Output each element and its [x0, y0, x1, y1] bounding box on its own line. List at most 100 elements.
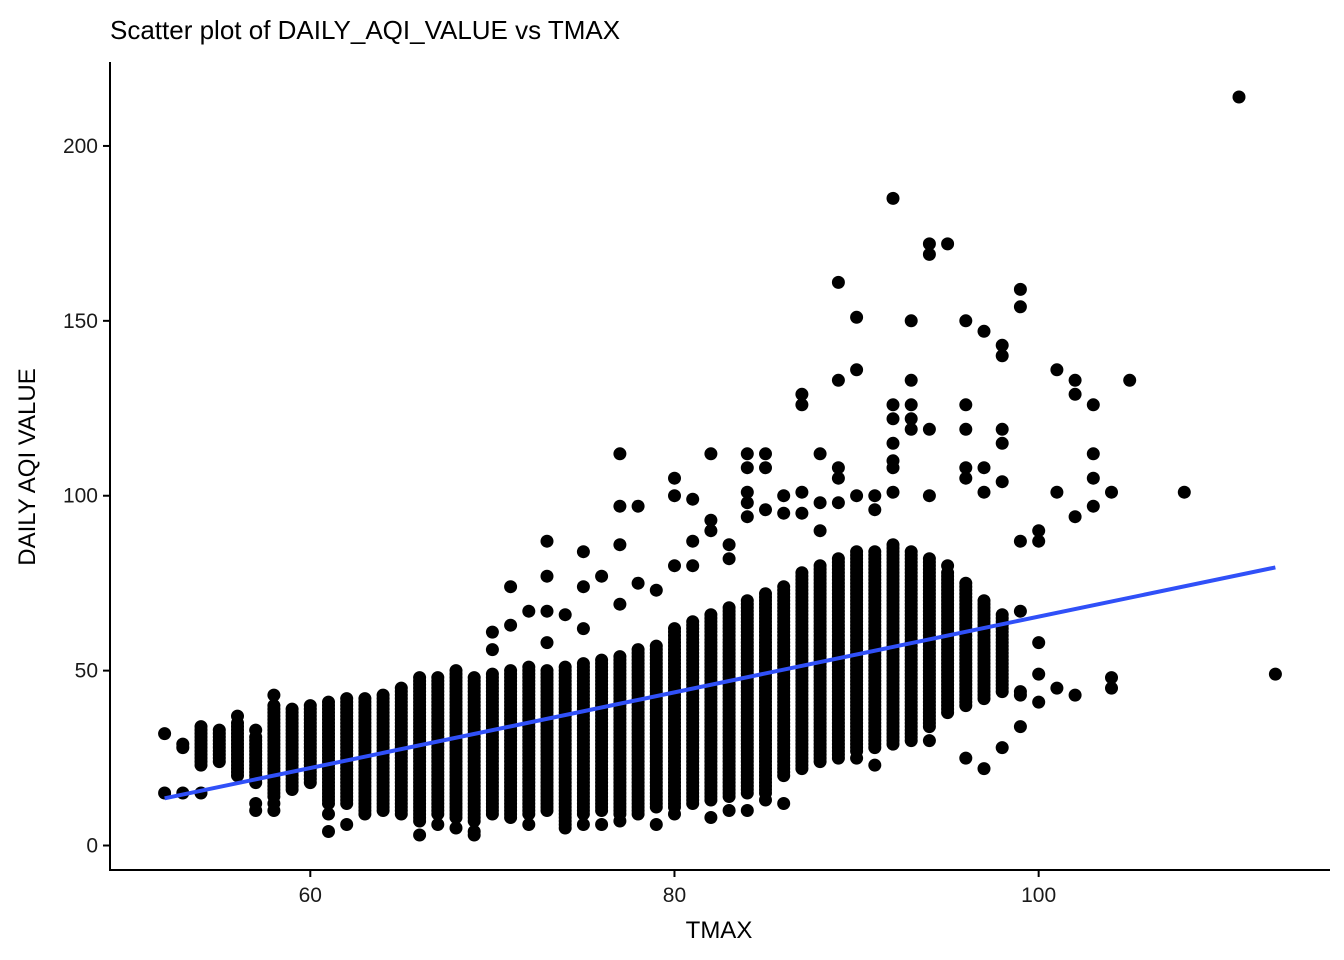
y-axis-title: DAILY AQI VALUE	[14, 368, 41, 565]
data-point	[886, 485, 900, 499]
x-axis-ticks: 60 80 100	[299, 870, 1056, 907]
data-point	[595, 653, 609, 667]
data-point	[1032, 636, 1046, 650]
fit-line-layer	[164, 565, 1276, 801]
data-point	[904, 314, 918, 328]
data-point	[959, 398, 973, 412]
data-point	[303, 699, 317, 713]
data-point	[322, 807, 335, 821]
data-point	[1086, 471, 1100, 485]
data-point	[1050, 363, 1064, 377]
data-point	[831, 461, 845, 475]
data-point	[904, 734, 918, 748]
data-point	[777, 580, 791, 594]
data-point	[704, 524, 718, 538]
data-point	[1105, 681, 1118, 695]
data-point	[540, 636, 554, 650]
y-axis-ticks: 0 50 100 150 200	[63, 135, 110, 858]
data-point	[668, 622, 681, 636]
data-point	[904, 545, 918, 559]
data-point	[595, 818, 609, 831]
data-point	[941, 237, 955, 251]
data-point	[267, 688, 281, 702]
data-point	[558, 608, 572, 622]
data-point	[467, 828, 481, 842]
data-point	[686, 559, 700, 573]
data-point	[449, 821, 463, 835]
chart-title: Scatter plot of DAILY_AQI_VALUE vs TMAX	[110, 15, 620, 45]
data-point	[795, 506, 809, 520]
data-point	[1068, 373, 1082, 387]
data-point	[613, 499, 627, 513]
data-point	[740, 804, 754, 817]
data-point	[1123, 373, 1137, 387]
data-point	[558, 821, 572, 835]
data-point	[649, 583, 663, 597]
data-point	[941, 559, 955, 573]
data-point	[340, 692, 354, 706]
data-point	[959, 314, 973, 328]
data-point	[722, 601, 736, 615]
data-point	[886, 412, 900, 426]
data-point	[977, 324, 991, 338]
data-point	[813, 496, 827, 510]
data-point	[959, 461, 973, 475]
data-point	[886, 191, 900, 205]
data-point	[1268, 667, 1282, 681]
data-point	[995, 741, 1009, 755]
data-point	[831, 471, 845, 485]
x-tick-label: 100	[1021, 884, 1056, 907]
data-point	[267, 699, 281, 713]
data-point	[904, 412, 918, 426]
data-point	[995, 608, 1009, 622]
data-point	[922, 552, 936, 566]
data-point	[813, 524, 827, 538]
data-point	[413, 828, 427, 842]
data-point	[704, 513, 718, 527]
data-point	[1013, 282, 1027, 296]
data-point	[704, 447, 718, 461]
data-point	[340, 818, 354, 831]
data-point	[831, 275, 845, 289]
data-point	[413, 671, 427, 685]
data-point	[194, 720, 208, 734]
data-point	[886, 461, 900, 475]
data-point	[1068, 387, 1082, 401]
data-point	[158, 727, 172, 741]
data-point	[631, 643, 645, 657]
data-point	[995, 349, 1009, 363]
data-point	[485, 667, 499, 681]
data-point	[1105, 671, 1118, 685]
data-point	[759, 793, 772, 807]
data-point	[649, 818, 663, 831]
data-point	[540, 604, 554, 618]
data-point	[1086, 499, 1100, 513]
x-axis-title: TMAX	[686, 917, 753, 944]
data-point	[777, 797, 791, 810]
data-point	[522, 604, 536, 618]
data-point	[1013, 604, 1027, 618]
data-point	[850, 489, 864, 503]
data-point	[1032, 695, 1046, 709]
data-point	[995, 436, 1009, 450]
data-point	[795, 485, 809, 499]
data-point	[868, 503, 882, 517]
data-point	[576, 657, 590, 671]
data-point	[795, 398, 809, 412]
y-tick-label: 200	[63, 135, 98, 158]
data-point	[449, 664, 463, 678]
data-point	[1013, 688, 1027, 702]
data-point	[759, 587, 772, 601]
data-point	[631, 499, 645, 513]
data-point	[504, 618, 518, 632]
data-point	[576, 580, 590, 594]
data-point	[358, 692, 372, 706]
data-point	[704, 811, 718, 824]
data-point	[850, 545, 864, 559]
data-point	[467, 671, 481, 685]
data-point	[1032, 667, 1046, 681]
data-point	[1086, 398, 1100, 412]
data-point	[959, 751, 973, 765]
data-point	[886, 398, 900, 412]
